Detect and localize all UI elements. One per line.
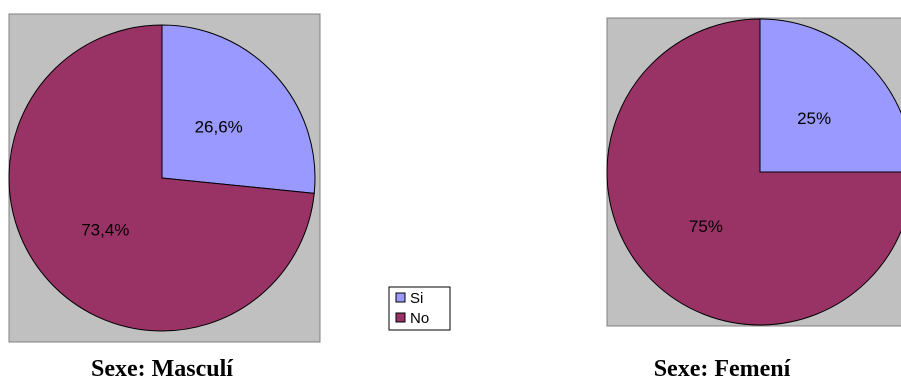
legend-swatch-si — [395, 292, 406, 303]
legend-swatch-no — [395, 312, 406, 323]
data-label-femeni-si: 25% — [797, 109, 831, 128]
legend: Si No — [388, 286, 451, 331]
legend-label-no: No — [410, 310, 429, 327]
data-label-masculi-no: 73,4% — [81, 220, 129, 239]
chart-title-femeni: Sexe: Femení — [654, 356, 791, 382]
pie-slice-masculi-si — [161, 24, 316, 194]
pie-slice-masculi-no — [8, 24, 315, 332]
chart-title-masculi: Sexe: Masculí — [91, 356, 233, 382]
chart-femeni: 25% 75% Sexe: Femení — [606, 17, 901, 382]
chart-masculi: 26,6% 73,4% Sexe: Masculí — [8, 13, 321, 382]
pie-femeni — [606, 18, 901, 326]
pie-slice-femeni-no — [606, 18, 901, 326]
pie-slice-femeni-si — [759, 18, 901, 173]
legend-label-si: Si — [410, 290, 423, 307]
data-label-femeni-no: 75% — [689, 217, 723, 236]
pie-masculi — [8, 24, 316, 332]
data-label-masculi-si: 26,6% — [195, 118, 243, 137]
